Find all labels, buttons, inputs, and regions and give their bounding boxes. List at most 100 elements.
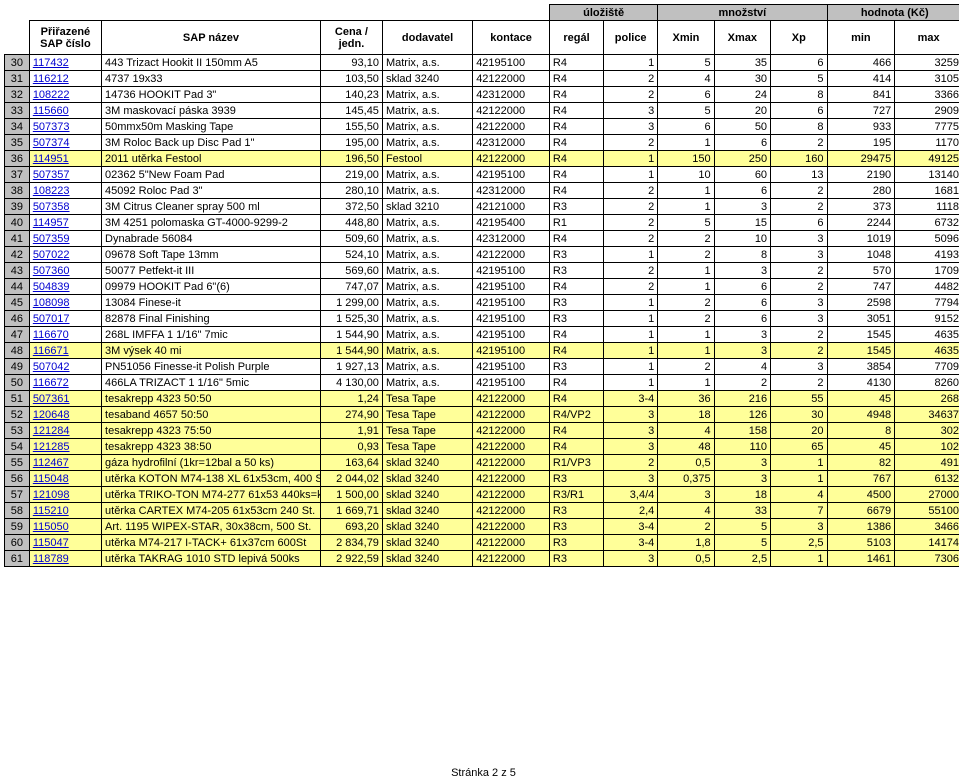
xp: 20 — [771, 423, 827, 439]
kontace: 42195100 — [473, 295, 550, 311]
kontace: 42195100 — [473, 311, 550, 327]
xmax: 35 — [714, 55, 770, 71]
police: 1 — [604, 327, 658, 343]
sap-number-link[interactable]: 114957 — [29, 215, 101, 231]
xmin: 2 — [658, 311, 714, 327]
table-row: 4450483909979 HOOKIT Pad 6"(6)747,07Matr… — [5, 279, 959, 295]
kontace: 42122000 — [473, 71, 550, 87]
max: 14174 — [895, 535, 959, 551]
sap-number-link[interactable]: 108222 — [29, 87, 101, 103]
row-number: 30 — [5, 55, 30, 71]
kontace: 42122000 — [473, 455, 550, 471]
sap-number-link[interactable]: 115660 — [29, 103, 101, 119]
sap-name: tesakrepp 4323 38:50 — [102, 439, 321, 455]
regal: R3 — [549, 295, 603, 311]
regal: R4 — [549, 151, 603, 167]
sap-number-link[interactable]: 120648 — [29, 407, 101, 423]
min: 727 — [827, 103, 895, 119]
sap-number-link[interactable]: 115047 — [29, 535, 101, 551]
price: 1 525,30 — [320, 311, 382, 327]
sap-number-link[interactable]: 507361 — [29, 391, 101, 407]
xp: 55 — [771, 391, 827, 407]
sap-number-link[interactable]: 507017 — [29, 311, 101, 327]
xmax: 24 — [714, 87, 770, 103]
regal: R3 — [549, 311, 603, 327]
police: 3 — [604, 439, 658, 455]
min: 1545 — [827, 327, 895, 343]
sap-name: 443 Trizact Hookit II 150mm A5 — [102, 55, 321, 71]
sap-number-link[interactable]: 507358 — [29, 199, 101, 215]
regal: R4 — [549, 103, 603, 119]
min: 414 — [827, 71, 895, 87]
sap-number-link[interactable]: 507359 — [29, 231, 101, 247]
police: 3-4 — [604, 535, 658, 551]
xmax: 2,5 — [714, 551, 770, 567]
sap-number-link[interactable]: 507022 — [29, 247, 101, 263]
max: 9152 — [895, 311, 959, 327]
min: 3051 — [827, 311, 895, 327]
xmin: 1 — [658, 263, 714, 279]
col-police: police — [604, 21, 658, 55]
sap-number-link[interactable]: 115210 — [29, 503, 101, 519]
sap-number-link[interactable]: 507374 — [29, 135, 101, 151]
sap-name: tesakrepp 4323 50:50 — [102, 391, 321, 407]
row-number: 48 — [5, 343, 30, 359]
sap-number-link[interactable]: 507360 — [29, 263, 101, 279]
sap-number-link[interactable]: 108223 — [29, 183, 101, 199]
xmax: 60 — [714, 167, 770, 183]
max: 7794 — [895, 295, 959, 311]
supplier: Matrix, a.s. — [382, 103, 472, 119]
xp: 8 — [771, 119, 827, 135]
sap-number-link[interactable]: 121284 — [29, 423, 101, 439]
sap-number-link[interactable]: 116670 — [29, 327, 101, 343]
police: 1 — [604, 359, 658, 375]
xmin: 1 — [658, 199, 714, 215]
price: 448,80 — [320, 215, 382, 231]
police: 2 — [604, 135, 658, 151]
sap-name: utěrka CARTEX M74-205 61x53cm 240 St. — [102, 503, 321, 519]
sap-number-link[interactable]: 507042 — [29, 359, 101, 375]
price: 195,00 — [320, 135, 382, 151]
sap-number-link[interactable]: 121098 — [29, 487, 101, 503]
sap-name: Dynabrade 56084 — [102, 231, 321, 247]
row-number: 42 — [5, 247, 30, 263]
header-group-row: úložiště množství hodnota (Kč) — [5, 5, 959, 21]
xmax: 50 — [714, 119, 770, 135]
sap-number-link[interactable]: 118789 — [29, 551, 101, 567]
sap-number-link[interactable]: 114951 — [29, 151, 101, 167]
sap-name: utěrka KOTON M74-138 XL 61x53cm, 400 St. — [102, 471, 321, 487]
sap-number-link[interactable]: 507357 — [29, 167, 101, 183]
sap-number-link[interactable]: 115050 — [29, 519, 101, 535]
supplier: sklad 3240 — [382, 551, 472, 567]
table-row: 395073583M Citrus Cleaner spray 500 ml37… — [5, 199, 959, 215]
sap-number-link[interactable]: 507373 — [29, 119, 101, 135]
price: 196,50 — [320, 151, 382, 167]
min: 4130 — [827, 375, 895, 391]
sap-number-link[interactable]: 116672 — [29, 375, 101, 391]
price: 2 922,59 — [320, 551, 382, 567]
regal: R3 — [549, 471, 603, 487]
sap-number-link[interactable]: 116212 — [29, 71, 101, 87]
row-number: 61 — [5, 551, 30, 567]
kontace: 42195100 — [473, 343, 550, 359]
col-xmax: Xmax — [714, 21, 770, 55]
sap-number-link[interactable]: 504839 — [29, 279, 101, 295]
table-row: 53121284tesakrepp 4323 75:501,91Tesa Tap… — [5, 423, 959, 439]
sap-number-link[interactable]: 115048 — [29, 471, 101, 487]
supplier: Matrix, a.s. — [382, 279, 472, 295]
min: 195 — [827, 135, 895, 151]
table-row: 331156603M maskovací páska 3939145,45Mat… — [5, 103, 959, 119]
regal: R4 — [549, 231, 603, 247]
sap-number-link[interactable]: 112467 — [29, 455, 101, 471]
xmax: 126 — [714, 407, 770, 423]
sap-number-link[interactable]: 121285 — [29, 439, 101, 455]
sap-number-link[interactable]: 117432 — [29, 55, 101, 71]
sap-number-link[interactable]: 116671 — [29, 343, 101, 359]
kontace: 42122000 — [473, 247, 550, 263]
kontace: 42122000 — [473, 503, 550, 519]
sap-number-link[interactable]: 108098 — [29, 295, 101, 311]
row-number: 40 — [5, 215, 30, 231]
min: 933 — [827, 119, 895, 135]
xp: 6 — [771, 215, 827, 231]
xmax: 4 — [714, 359, 770, 375]
